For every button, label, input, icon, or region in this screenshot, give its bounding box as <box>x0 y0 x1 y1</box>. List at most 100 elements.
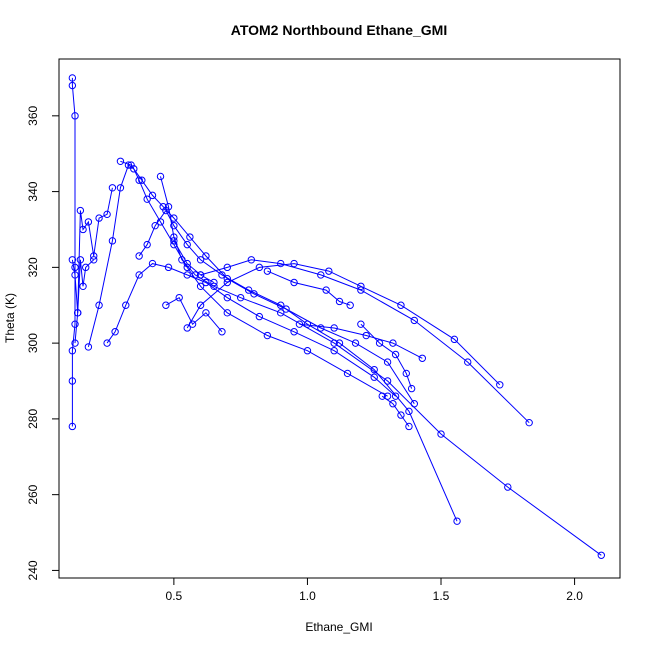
data-point <box>71 112 79 120</box>
data-point <box>196 282 205 290</box>
y-tick-label: 300 <box>26 333 40 353</box>
data-point <box>407 384 416 393</box>
data-point <box>389 339 397 347</box>
data-point <box>148 259 157 268</box>
y-tick-label: 340 <box>26 181 40 201</box>
data-point <box>138 176 146 184</box>
data-point <box>351 339 360 347</box>
data-point <box>183 240 191 249</box>
data-point <box>453 517 461 525</box>
data-point <box>223 293 232 302</box>
data-point <box>175 293 183 302</box>
data-point <box>223 309 232 317</box>
data-point <box>84 218 93 226</box>
data-point <box>290 259 298 268</box>
y-tick-label: 320 <box>26 257 40 277</box>
data-point <box>317 324 325 332</box>
data-point <box>183 324 191 332</box>
series-line <box>138 209 458 522</box>
data-point <box>343 369 352 378</box>
data-point <box>95 214 103 222</box>
x-tick-label: 0.5 <box>166 589 183 603</box>
data-point <box>108 237 117 245</box>
data-point <box>383 358 392 366</box>
data-point <box>90 252 98 260</box>
data-series <box>295 320 427 362</box>
data-point <box>183 271 191 279</box>
data-point <box>223 278 232 287</box>
data-point <box>170 233 178 241</box>
data-point <box>196 271 205 279</box>
data-point <box>103 210 111 219</box>
data-point <box>71 263 79 272</box>
data-point <box>370 373 378 381</box>
data-point <box>375 339 384 347</box>
data-point <box>84 343 93 351</box>
series-line <box>71 259 95 313</box>
data-series <box>156 172 605 559</box>
plot-frame <box>58 58 621 579</box>
data-point <box>277 309 285 317</box>
data-point <box>397 411 405 419</box>
data-point <box>79 225 87 234</box>
data-series <box>183 259 504 389</box>
series-line <box>267 270 351 306</box>
data-point <box>68 377 77 385</box>
data-point <box>135 271 143 279</box>
data-point <box>74 309 82 317</box>
data-point <box>143 240 151 249</box>
data-point <box>263 331 272 340</box>
data-point <box>295 320 304 328</box>
data-point <box>68 256 77 264</box>
data-point <box>410 316 418 325</box>
data-point <box>79 282 87 290</box>
data-point <box>383 392 392 400</box>
data-series <box>103 259 400 400</box>
data-point <box>103 339 111 347</box>
series-line <box>165 297 223 333</box>
data-point <box>68 347 77 355</box>
data-point <box>450 335 459 344</box>
data-point <box>317 271 325 279</box>
data-point <box>68 74 77 82</box>
chart-title: ATOM2 Northbound Ethane_GMI <box>231 22 447 38</box>
y-tick-label: 280 <box>26 409 40 429</box>
data-point <box>202 278 210 287</box>
series-line <box>173 240 215 283</box>
data-point <box>191 271 199 279</box>
data-point <box>196 301 205 309</box>
data-point <box>277 259 285 268</box>
data-series <box>68 74 79 431</box>
x-tick-label: 2.0 <box>566 589 583 603</box>
data-point <box>378 392 386 400</box>
data-point <box>218 328 226 336</box>
data-point <box>95 301 103 309</box>
data-point <box>210 282 218 290</box>
data-point <box>346 301 354 309</box>
data-point <box>325 267 333 275</box>
data-point <box>68 81 77 90</box>
data-point <box>76 206 85 215</box>
data-point <box>464 358 472 366</box>
x-axis: 0.5 1.0 1.5 2.0 <box>166 578 583 603</box>
data-series <box>357 320 416 393</box>
data-point <box>162 301 170 309</box>
data-point <box>405 407 413 416</box>
data-point <box>186 233 194 241</box>
data-point <box>330 339 338 347</box>
data-point <box>135 252 143 260</box>
data-point <box>116 157 125 165</box>
data-point <box>391 392 400 400</box>
y-axis: 240 260 280 300 320 340 360 <box>26 105 59 580</box>
data-point <box>402 369 410 378</box>
data-point <box>244 286 253 294</box>
data-point <box>127 161 135 169</box>
data-point <box>282 305 290 313</box>
y-tick-label: 360 <box>26 105 40 125</box>
data-point <box>122 301 130 309</box>
data-point <box>68 422 77 431</box>
data-point <box>397 301 405 309</box>
data-point <box>322 286 330 294</box>
